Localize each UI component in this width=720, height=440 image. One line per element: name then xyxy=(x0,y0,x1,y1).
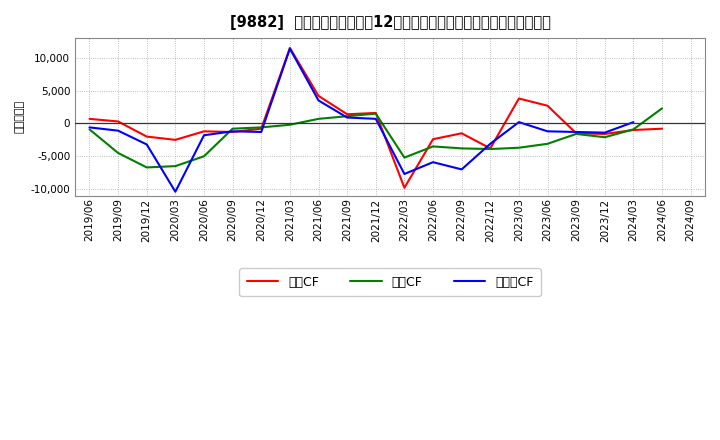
Y-axis label: （百万円）: （百万円） xyxy=(15,100,25,133)
フリーCF xyxy=(114,128,122,133)
投資CF xyxy=(400,155,409,160)
営業CF xyxy=(85,116,94,121)
フリーCF xyxy=(286,46,294,51)
フリーCF xyxy=(486,141,495,147)
フリーCF xyxy=(143,142,151,147)
フリーCF xyxy=(199,132,208,138)
投資CF xyxy=(515,145,523,150)
フリーCF xyxy=(543,128,552,134)
投資CF xyxy=(286,122,294,128)
投資CF xyxy=(257,125,266,130)
営業CF xyxy=(600,131,609,136)
フリーCF xyxy=(372,116,380,121)
フリーCF xyxy=(314,98,323,103)
フリーCF xyxy=(515,120,523,125)
投資CF xyxy=(486,147,495,152)
投資CF xyxy=(572,131,580,136)
営業CF xyxy=(314,93,323,99)
フリーCF xyxy=(85,125,94,130)
投資CF xyxy=(114,150,122,156)
営業CF xyxy=(515,96,523,101)
フリーCF xyxy=(629,120,638,125)
投資CF xyxy=(428,144,437,149)
投資CF xyxy=(343,114,351,119)
投資CF xyxy=(543,141,552,147)
フリーCF xyxy=(572,129,580,135)
営業CF xyxy=(543,103,552,108)
営業CF xyxy=(171,137,180,143)
投資CF xyxy=(457,146,466,151)
Line: 営業CF: 営業CF xyxy=(89,48,662,188)
営業CF xyxy=(400,185,409,191)
投資CF xyxy=(171,164,180,169)
フリーCF xyxy=(457,167,466,172)
Line: フリーCF: フリーCF xyxy=(89,48,634,192)
投資CF xyxy=(85,127,94,132)
営業CF xyxy=(372,110,380,116)
営業CF xyxy=(228,129,237,135)
フリーCF xyxy=(257,129,266,135)
営業CF xyxy=(658,126,667,131)
投資CF xyxy=(143,165,151,170)
フリーCF xyxy=(428,160,437,165)
Legend: 営業CF, 投資CF, フリーCF: 営業CF, 投資CF, フリーCF xyxy=(239,268,541,296)
営業CF xyxy=(457,131,466,136)
営業CF xyxy=(143,134,151,139)
フリーCF xyxy=(600,130,609,135)
投資CF xyxy=(314,116,323,121)
営業CF xyxy=(572,131,580,136)
投資CF xyxy=(372,111,380,116)
投資CF xyxy=(228,126,237,131)
投資CF xyxy=(199,154,208,159)
営業CF xyxy=(486,146,495,151)
営業CF xyxy=(629,127,638,132)
営業CF xyxy=(199,128,208,134)
投資CF xyxy=(629,127,638,132)
営業CF xyxy=(257,126,266,131)
営業CF xyxy=(343,112,351,117)
投資CF xyxy=(600,135,609,140)
フリーCF xyxy=(171,189,180,194)
営業CF xyxy=(286,45,294,51)
投資CF xyxy=(658,106,667,111)
Line: 投資CF: 投資CF xyxy=(89,108,662,168)
フリーCF xyxy=(343,115,351,120)
営業CF xyxy=(114,119,122,124)
フリーCF xyxy=(228,128,237,134)
フリーCF xyxy=(400,171,409,176)
営業CF xyxy=(428,136,437,142)
Title: [9882]  キャッシュフローの12か月移動合計の対前年同期増減額の推移: [9882] キャッシュフローの12か月移動合計の対前年同期増減額の推移 xyxy=(230,15,551,30)
